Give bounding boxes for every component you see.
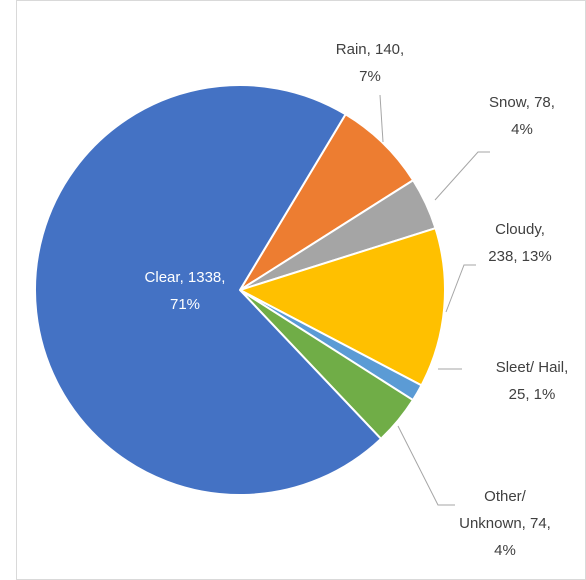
data-label: 238, 13% [488, 248, 551, 265]
leader-line [379, 94, 384, 143]
data-label: 4% [511, 121, 533, 138]
data-label: 25, 1% [509, 386, 556, 403]
leader-line [434, 151, 490, 201]
data-label: Rain, 140, [336, 41, 404, 58]
data-labels: Rain, 140, 7% Snow, 78, 4% Cloudy, 238, 13% Sl… [145, 41, 569, 559]
leader-lines [379, 94, 490, 506]
leader-line [397, 425, 455, 506]
data-label: 71% [170, 296, 200, 313]
pie [34, 84, 446, 496]
pie-slice [239, 227, 446, 387]
data-label: 4% [494, 542, 516, 559]
leader-line [445, 264, 476, 313]
data-label: Cloudy, [495, 221, 545, 238]
data-label: Other/ [484, 488, 527, 505]
data-label: Clear, 1338, [145, 269, 226, 286]
data-label: 7% [359, 68, 381, 85]
data-label: Unknown, 74, [459, 515, 551, 532]
pie-slice [34, 84, 382, 496]
data-label: Sleet/ Hail, [496, 359, 569, 376]
data-label: Snow, 78, [489, 94, 555, 111]
